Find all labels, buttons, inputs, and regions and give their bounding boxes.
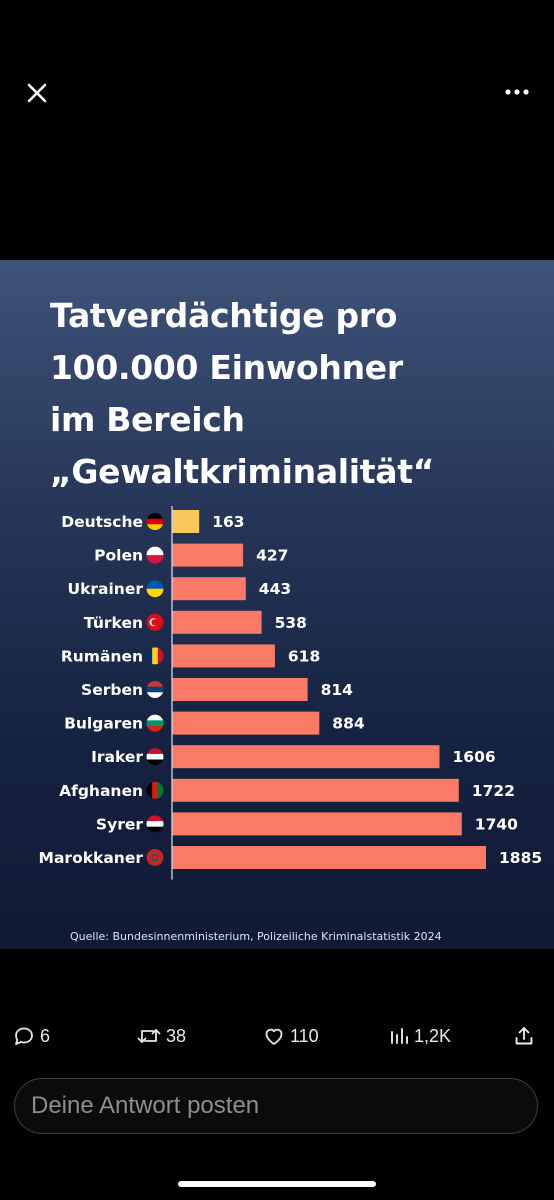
value-label: 443 <box>259 580 291 598</box>
bar <box>172 745 440 769</box>
bar <box>172 510 200 533</box>
more-options-button[interactable] <box>502 80 532 104</box>
value-label: 538 <box>275 614 307 632</box>
value-label: 1885 <box>499 849 542 867</box>
afghanistan-flag-icon <box>146 781 164 799</box>
bar <box>172 610 262 634</box>
chart-title-line: im Bereich <box>50 400 245 439</box>
bar-chart: Deutsche 163 Polen 427 Ukrainer 443 Türken 538 R… <box>39 506 542 880</box>
value-label: 427 <box>256 547 288 565</box>
syria-flag-icon <box>146 815 164 833</box>
bar <box>172 543 244 567</box>
view-count: 1,2K <box>414 1025 452 1046</box>
chart-title-line: „Gewaltkriminalität“ <box>50 452 435 491</box>
iraq-flag-icon <box>146 748 164 766</box>
value-label: 1740 <box>475 815 518 833</box>
bar <box>172 644 275 668</box>
chart-title-line: Tatverdächtige pro <box>50 296 398 335</box>
reply-input[interactable] <box>31 1087 521 1125</box>
category-label: Iraker <box>91 748 143 766</box>
chart-title-line: 100.000 Einwohner <box>50 348 403 387</box>
value-label: 163 <box>212 513 244 531</box>
category-label: Marokkaner <box>39 849 144 867</box>
serbia-flag-icon <box>146 681 164 698</box>
chart-source: Quelle: Bundesinnenministerium, Polizeil… <box>70 930 442 943</box>
turkey-flag-icon <box>146 613 164 631</box>
bar-chart-icon <box>391 1028 408 1044</box>
post-action-bar: 6 38 110 1,2K <box>0 1018 554 1054</box>
category-label: Rumänen <box>61 647 143 665</box>
share-button[interactable] <box>512 1018 536 1054</box>
value-label: 814 <box>321 681 354 699</box>
chart-title: Tatverdächtige pro 100.000 Einwohner im … <box>50 290 530 498</box>
share-icon <box>515 1027 533 1045</box>
value-label: 618 <box>288 647 320 665</box>
morocco-flag-icon <box>146 849 164 866</box>
poland-flag-icon <box>146 546 164 564</box>
category-label: Serben <box>81 681 143 699</box>
more-horizontal-icon <box>505 89 529 95</box>
like-count: 110 <box>290 1025 319 1046</box>
viewer-top-bar <box>0 0 554 180</box>
category-label: Bulgaren <box>64 715 143 733</box>
category-label: Afghanen <box>59 782 143 800</box>
bar <box>172 778 459 802</box>
close-icon <box>27 83 47 103</box>
category-label: Türken <box>84 614 143 632</box>
ukraine-flag-icon <box>146 580 164 598</box>
value-label: 1722 <box>472 782 515 800</box>
category-label: Deutsche <box>61 513 143 531</box>
bulgaria-flag-icon <box>146 714 164 732</box>
category-label: Ukrainer <box>67 580 143 598</box>
reply-button[interactable]: 6 <box>12 1018 50 1054</box>
germany-flag-icon <box>146 513 164 530</box>
close-button[interactable] <box>22 78 52 108</box>
bar <box>172 678 308 701</box>
reply-count: 6 <box>40 1025 51 1046</box>
like-button[interactable]: 110 <box>262 1018 319 1054</box>
romania-flag-icon <box>146 647 164 665</box>
repost-icon <box>137 1029 161 1043</box>
category-label: Polen <box>94 547 143 565</box>
heart-icon <box>265 1028 283 1045</box>
views-button[interactable]: 1,2K <box>388 1018 451 1054</box>
post-media-image[interactable]: Tatverdächtige pro 100.000 Einwohner im … <box>0 260 554 949</box>
bar <box>172 711 320 735</box>
bar <box>172 846 486 869</box>
value-label: 1606 <box>453 748 496 766</box>
home-indicator <box>178 1181 376 1187</box>
category-label: Syrer <box>96 815 143 833</box>
bar <box>172 812 462 836</box>
repost-count: 38 <box>166 1025 187 1046</box>
speech-bubble-icon <box>15 1027 33 1045</box>
value-label: 884 <box>332 715 365 733</box>
bar <box>172 577 246 601</box>
repost-button[interactable]: 38 <box>136 1018 186 1054</box>
reply-composer[interactable] <box>14 1078 538 1134</box>
